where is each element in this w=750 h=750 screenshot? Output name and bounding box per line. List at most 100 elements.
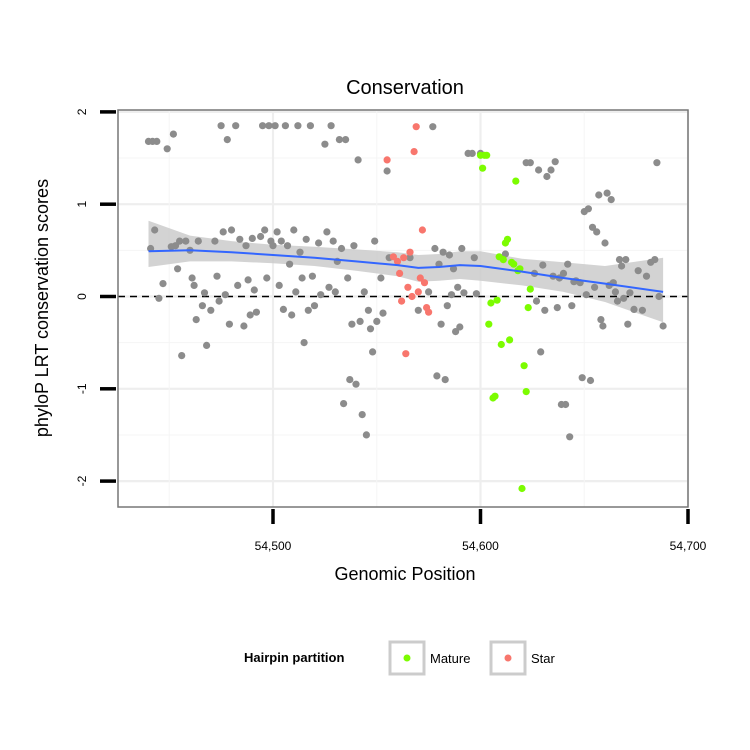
x-tick-label: 54,600: [462, 539, 499, 553]
point-other: [371, 237, 379, 245]
point-other: [591, 283, 599, 291]
point-other: [198, 302, 206, 310]
point-other: [315, 239, 323, 247]
point-other: [562, 400, 570, 409]
point-other: [335, 136, 343, 144]
point-star: [412, 123, 420, 131]
point-other: [406, 254, 414, 262]
point-star: [425, 308, 433, 316]
point-other: [588, 223, 597, 231]
point-other: [613, 297, 622, 305]
point-other: [350, 242, 358, 250]
point-other: [593, 228, 601, 236]
point-star: [408, 292, 416, 301]
point-other: [344, 274, 352, 282]
point-other: [259, 122, 267, 130]
legend-label-star: Star: [531, 651, 556, 666]
point-other: [296, 248, 304, 256]
point-mature: [522, 388, 530, 396]
plot-panel-border: [117, 109, 689, 508]
point-other: [582, 291, 590, 299]
point-other: [447, 291, 456, 299]
point-other: [269, 242, 277, 250]
point-other: [203, 341, 211, 349]
point-other: [383, 167, 391, 175]
point-other: [248, 234, 256, 242]
point-other: [234, 281, 242, 289]
point-other: [292, 288, 300, 296]
point-other: [232, 122, 240, 130]
point-other: [300, 339, 308, 347]
point-other: [369, 348, 377, 356]
point-other: [547, 166, 555, 174]
point-star: [410, 148, 418, 156]
point-other: [327, 122, 335, 130]
point-other: [174, 265, 182, 273]
point-mature: [491, 392, 499, 400]
point-other: [655, 292, 663, 301]
point-other: [414, 306, 422, 314]
point-other: [290, 226, 298, 234]
point-mature: [524, 304, 532, 312]
point-other: [618, 262, 626, 270]
point-other: [626, 289, 634, 297]
point-other: [325, 283, 333, 291]
point-mature: [512, 177, 520, 185]
point-other: [638, 306, 647, 314]
point-other: [200, 289, 209, 297]
point-other: [294, 122, 302, 130]
point-mature: [520, 362, 528, 370]
point-other: [163, 145, 171, 153]
y-tick-label: 2: [75, 108, 89, 115]
point-other: [543, 172, 551, 181]
point-other: [364, 306, 372, 314]
point-other: [279, 305, 287, 313]
point-other: [221, 291, 229, 299]
point-other: [377, 274, 385, 282]
point-other: [257, 232, 265, 241]
point-other: [379, 309, 387, 317]
point-star: [383, 156, 391, 164]
point-other: [298, 274, 306, 282]
series-star: [383, 123, 433, 358]
point-other: [454, 283, 462, 291]
point-mature: [493, 296, 501, 304]
point-other: [188, 274, 196, 282]
point-other: [288, 311, 296, 319]
point-other: [169, 130, 177, 138]
point-other: [362, 431, 370, 439]
point-star: [398, 297, 406, 305]
point-other: [439, 248, 447, 256]
point-mature: [518, 484, 526, 493]
smooth-line-path: [148, 249, 664, 293]
point-other: [358, 411, 366, 419]
point-other: [227, 226, 236, 234]
point-other: [252, 308, 260, 316]
point-other: [551, 158, 559, 166]
point-other: [597, 316, 605, 324]
point-other: [615, 256, 624, 264]
point-other: [151, 226, 159, 234]
point-other: [599, 322, 607, 330]
point-other: [283, 242, 292, 250]
point-other: [352, 380, 360, 388]
point-other: [159, 280, 167, 288]
point-other: [242, 242, 250, 250]
point-other: [178, 352, 186, 360]
point-other: [373, 317, 381, 325]
point-other: [323, 228, 331, 236]
point-other: [275, 281, 283, 289]
point-other: [346, 376, 354, 384]
point-mature: [479, 164, 487, 172]
point-other: [304, 306, 312, 314]
point-other: [568, 302, 576, 310]
legend-title: Hairpin partition: [244, 650, 344, 665]
y-tick-label: -1: [75, 383, 89, 394]
point-other: [611, 288, 620, 296]
confidence-band: [148, 220, 664, 323]
point-other: [630, 305, 638, 313]
point-star: [396, 269, 404, 277]
legend-label-mature: Mature: [430, 651, 470, 666]
point-other: [622, 256, 630, 264]
